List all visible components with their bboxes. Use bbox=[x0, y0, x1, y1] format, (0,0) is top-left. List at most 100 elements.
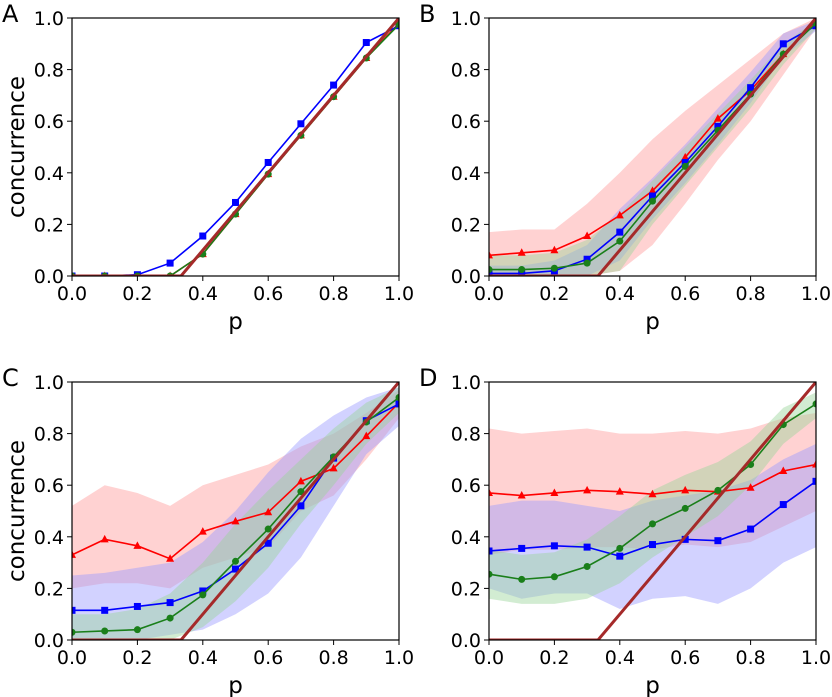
red-data-point bbox=[713, 114, 722, 122]
x-tick-label: 1.0 bbox=[384, 647, 414, 669]
x-tick-label: 0.0 bbox=[474, 647, 504, 669]
panel-a: 0.0 0.2 0.4 0.6 0.8 1.0 0.0 0.2 0.4 0.6 0.8 1.0 p con… bbox=[2, 0, 414, 335]
green-data-point bbox=[616, 237, 624, 245]
y-tick-label: 0.0 bbox=[451, 266, 481, 288]
x-tick-label: 0.4 bbox=[188, 283, 218, 305]
red-data-point bbox=[100, 534, 109, 543]
x-tick-label: 0.4 bbox=[188, 647, 218, 669]
y-tick-label: 0.0 bbox=[451, 630, 481, 652]
blue-data-point bbox=[166, 599, 174, 607]
green-confidence-band bbox=[489, 392, 816, 604]
blue-data-point bbox=[779, 501, 787, 509]
red-data-point bbox=[133, 541, 142, 549]
blue-data-point bbox=[550, 542, 558, 550]
y-tick-label: 1.0 bbox=[34, 372, 64, 394]
y-tick-label: 0.2 bbox=[34, 214, 64, 236]
green-data-point bbox=[101, 627, 109, 635]
green-confidence-band bbox=[72, 387, 399, 640]
green-data-point bbox=[550, 573, 558, 581]
red-data-point bbox=[198, 527, 207, 535]
blue-data-point bbox=[72, 606, 76, 614]
x-tick-label: 0.8 bbox=[735, 283, 765, 305]
x-tick-label: 0.2 bbox=[122, 647, 152, 669]
panel-c: 0.0 0.2 0.4 0.6 0.8 1.0 0.0 0.2 0.4 0.6 0.8 1.0 p con… bbox=[2, 364, 414, 697]
plot-area bbox=[72, 382, 399, 640]
blue-data-point bbox=[714, 537, 722, 545]
blue-data-point bbox=[297, 502, 305, 510]
red-confidence-band bbox=[72, 389, 399, 589]
blue-data-point bbox=[747, 84, 755, 92]
x-tick-label: 0.2 bbox=[539, 283, 569, 305]
plot-area bbox=[489, 382, 816, 640]
red-data-point bbox=[517, 248, 526, 256]
y-tick-label: 0.2 bbox=[451, 578, 481, 600]
reference-line bbox=[489, 382, 816, 640]
red-data-point bbox=[264, 507, 273, 516]
x-tick-label: 0.6 bbox=[670, 647, 700, 669]
green-data-point bbox=[681, 162, 689, 170]
blue-data-point bbox=[395, 400, 399, 408]
red-data-point bbox=[648, 186, 657, 194]
blue-data-point bbox=[616, 228, 624, 236]
blue-data-point bbox=[681, 158, 689, 166]
y-tick-label: 1.0 bbox=[451, 372, 481, 394]
red-data-point bbox=[681, 152, 690, 161]
blue-data-point bbox=[101, 606, 109, 614]
blue-data-point bbox=[649, 192, 656, 200]
red-data-point bbox=[489, 250, 493, 259]
green-data-point bbox=[166, 614, 174, 622]
red-data-point bbox=[583, 485, 592, 494]
blue-data-point bbox=[330, 81, 338, 89]
green-data-point bbox=[649, 197, 656, 205]
red-data-point bbox=[681, 485, 690, 494]
blue-data-point bbox=[232, 198, 239, 206]
red-data-point bbox=[362, 431, 371, 440]
green-data-point bbox=[583, 259, 591, 267]
y-tick-label: 1.0 bbox=[451, 8, 481, 30]
green-data-point bbox=[232, 557, 239, 565]
blue-data-point bbox=[489, 547, 493, 555]
x-tick-label: 1.0 bbox=[801, 647, 831, 669]
green-data-point bbox=[616, 544, 624, 552]
x-tick-label: 0.2 bbox=[122, 283, 152, 305]
y-tick-label: 0.0 bbox=[34, 630, 64, 652]
y-tick-label: 0.2 bbox=[451, 214, 481, 236]
green-series-line bbox=[72, 23, 399, 276]
blue-data-point bbox=[714, 122, 722, 130]
green-data-point bbox=[518, 575, 526, 583]
x-tick-label: 1.0 bbox=[801, 283, 831, 305]
blue-data-point bbox=[362, 39, 370, 47]
red-data-point bbox=[550, 245, 559, 254]
green-data-point bbox=[714, 486, 722, 494]
blue-data-point bbox=[779, 40, 787, 48]
panel-letter: D bbox=[419, 364, 437, 392]
reference-line bbox=[72, 382, 399, 640]
blue-data-point bbox=[133, 602, 141, 610]
red-data-point bbox=[231, 516, 240, 525]
green-data-point bbox=[489, 570, 493, 578]
blue-data-point bbox=[812, 477, 816, 485]
blue-data-point bbox=[583, 543, 591, 551]
y-tick-label: 0.4 bbox=[451, 527, 481, 549]
x-tick-label: 0.0 bbox=[474, 283, 504, 305]
green-data-point bbox=[518, 266, 526, 274]
red-data-point bbox=[550, 488, 559, 496]
panel-letter: A bbox=[2, 0, 19, 28]
blue-data-point bbox=[297, 120, 305, 128]
y-tick-label: 0.0 bbox=[34, 266, 64, 288]
y-tick-label: 0.8 bbox=[451, 60, 481, 82]
blue-data-point bbox=[616, 552, 624, 560]
y-tick-label: 0.6 bbox=[34, 475, 64, 497]
red-data-point bbox=[779, 466, 788, 475]
red-data-point bbox=[517, 491, 526, 499]
red-confidence-band bbox=[489, 18, 816, 276]
blue-data-point bbox=[681, 535, 689, 543]
y-tick-label: 0.4 bbox=[34, 163, 64, 185]
green-data-point bbox=[583, 562, 591, 570]
green-data-point bbox=[681, 504, 689, 512]
x-axis-label: p bbox=[645, 673, 660, 697]
x-tick-label: 0.8 bbox=[318, 647, 348, 669]
y-tick-label: 0.6 bbox=[451, 111, 481, 133]
green-data-point bbox=[199, 591, 207, 599]
